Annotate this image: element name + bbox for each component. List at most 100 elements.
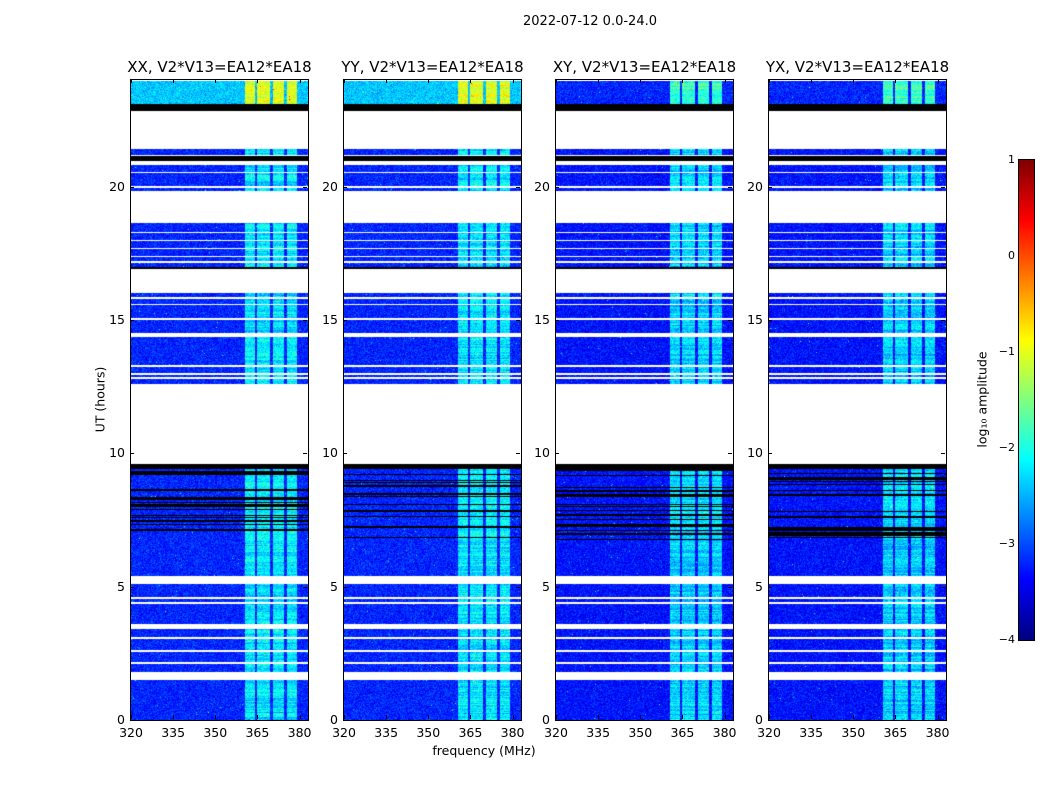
y-tick-label: 15 — [322, 312, 338, 327]
y-tick-mark — [303, 453, 307, 455]
x-tick-label: 350 — [841, 725, 866, 740]
panel-title: XY, V2*V13=EA12*EA18 — [552, 58, 737, 76]
x-tick-label: 335 — [374, 725, 399, 740]
x-tick-mark — [299, 715, 301, 719]
y-tick-mark — [768, 320, 772, 321]
y-tick-label: 10 — [109, 445, 125, 461]
y-tick-mark — [555, 720, 559, 721]
x-tick-mark — [512, 715, 514, 719]
x-tick-mark — [299, 79, 301, 83]
x-tick-mark — [257, 79, 259, 83]
colorbar-tick-label: 0 — [1008, 249, 1015, 262]
x-tick-label: 350 — [628, 725, 653, 740]
panel-yx: YX, V2*V13=EA12*EA18 320 335 350 365 380 0 5 10 1… — [747, 58, 949, 740]
y-tick-mark — [516, 186, 520, 188]
x-tick-label: 320 — [119, 725, 143, 740]
x-tick-mark — [895, 715, 897, 719]
waterfall-heatmap — [131, 80, 308, 720]
y-tick-mark — [768, 720, 772, 721]
y-tick-mark — [303, 186, 307, 188]
x-tick-mark — [853, 79, 855, 83]
x-tick-label: 365 — [458, 725, 483, 740]
x-tick-mark — [769, 79, 770, 83]
x-tick-mark — [682, 79, 684, 83]
panel-xy: XY, V2*V13=EA12*EA18 320 335 350 365 380 0 5 10 1… — [534, 58, 736, 740]
x-tick-mark — [131, 715, 132, 719]
x-tick-mark — [682, 715, 684, 719]
y-tick-mark — [303, 586, 307, 588]
y-tick-mark — [941, 720, 945, 721]
y-tick-label: 5 — [542, 578, 550, 594]
x-tick-mark — [598, 79, 600, 83]
x-tick-mark — [937, 715, 939, 719]
y-tick-mark — [343, 320, 347, 321]
x-tick-mark — [428, 715, 430, 719]
x-tick-label: 350 — [416, 725, 441, 740]
y-tick-label: 15 — [534, 312, 550, 327]
x-tick-mark — [470, 715, 472, 719]
y-tick-label: 5 — [117, 578, 125, 594]
y-tick-label: 0 — [542, 712, 550, 727]
y-tick-mark — [130, 720, 134, 721]
x-tick-mark — [811, 79, 813, 83]
y-tick-mark — [516, 720, 520, 721]
colorbar-tick-label: −2 — [998, 441, 1015, 454]
panel-xx: XX, V2*V13=EA12*EA18 320 335 350 365 380 0 5 10 1… — [109, 58, 312, 740]
y-tick-label: 10 — [747, 445, 763, 461]
x-tick-mark — [470, 79, 472, 83]
y-tick-mark — [343, 453, 347, 455]
y-tick-mark — [343, 720, 347, 721]
y-tick-mark — [555, 186, 559, 188]
y-tick-label: 5 — [755, 578, 763, 594]
y-tick-mark — [768, 186, 772, 188]
y-tick-mark — [728, 186, 732, 188]
x-tick-mark — [215, 79, 217, 83]
y-tick-label: 20 — [534, 178, 550, 194]
y-tick-mark — [343, 586, 347, 588]
y-tick-mark — [555, 453, 559, 455]
x-tick-mark — [811, 715, 813, 719]
x-tick-label: 365 — [670, 725, 695, 740]
y-tick-mark — [555, 320, 559, 321]
x-tick-mark — [640, 715, 642, 719]
colorbar-tick-label: 1 — [1008, 153, 1015, 166]
x-tick-mark — [769, 715, 770, 719]
y-tick-label: 20 — [322, 178, 338, 194]
x-tick-label: 335 — [799, 725, 824, 740]
y-tick-mark — [768, 586, 772, 588]
y-tick-mark — [343, 186, 347, 188]
y-tick-label: 0 — [117, 712, 125, 727]
y-tick-label: 20 — [747, 178, 763, 194]
x-tick-label: 365 — [883, 725, 908, 740]
y-tick-label: 10 — [322, 445, 338, 461]
panel-yy: YY, V2*V13=EA12*EA18 320 335 350 365 380 0 5 10 1… — [322, 58, 524, 740]
y-tick-label: 20 — [109, 178, 125, 194]
x-tick-mark — [131, 79, 132, 83]
y-tick-mark — [516, 453, 520, 455]
x-tick-mark — [598, 715, 600, 719]
colorbar-gradient — [1019, 160, 1034, 640]
x-tick-label: 320 — [332, 725, 356, 740]
x-tick-mark — [173, 715, 175, 719]
colorbar: 1 0 −1 −2 −3 −4 — [999, 153, 1035, 646]
panel-title: YY, V2*V13=EA12*EA18 — [341, 58, 524, 76]
x-tick-mark — [640, 79, 642, 83]
y-tick-mark — [728, 720, 732, 721]
y-tick-mark — [303, 320, 307, 321]
x-tick-label: 335 — [161, 725, 186, 740]
y-tick-mark — [941, 453, 945, 455]
x-tick-mark — [173, 79, 175, 83]
x-tick-mark — [895, 79, 897, 83]
colorbar-tick-label: −1 — [998, 345, 1015, 358]
y-tick-mark — [516, 320, 520, 321]
y-tick-label: 0 — [755, 712, 763, 727]
y-tick-mark — [130, 186, 134, 188]
x-tick-mark — [937, 79, 939, 83]
x-tick-mark — [215, 715, 217, 719]
x-tick-label: 380 — [287, 725, 312, 740]
y-tick-mark — [728, 453, 732, 455]
colorbar-label: log₁₀ amplitude — [974, 351, 990, 448]
x-tick-mark — [724, 715, 726, 719]
x-tick-label: 320 — [757, 725, 781, 740]
x-tick-mark — [724, 79, 726, 83]
